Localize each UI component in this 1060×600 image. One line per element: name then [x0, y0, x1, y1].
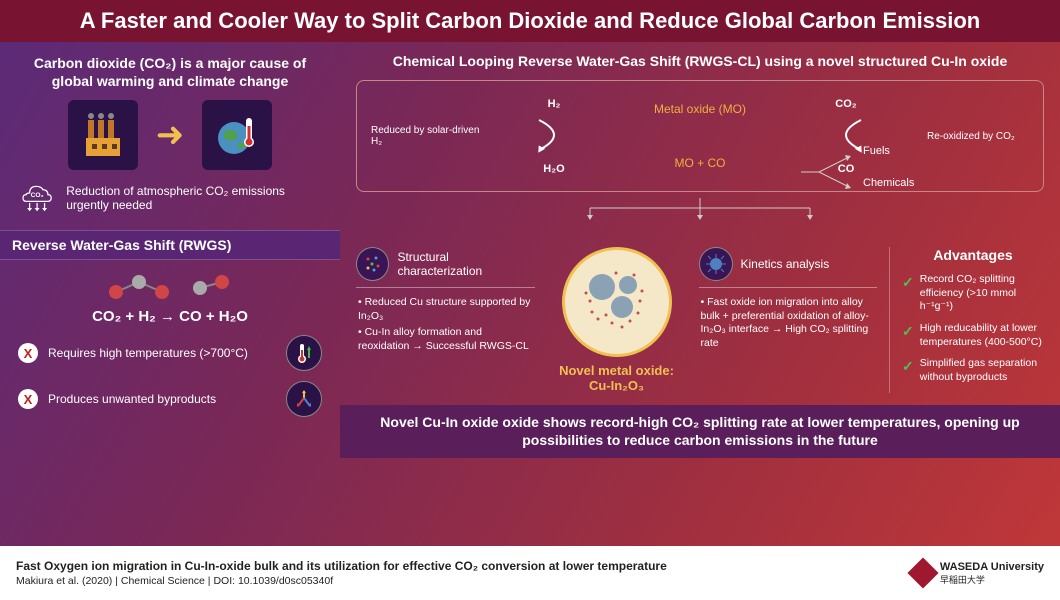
university-name: WASEDA University	[940, 561, 1044, 573]
footer-paper-title: Fast Oxygen ion migration in Cu-In-oxide…	[16, 559, 912, 573]
icon-row: ➜	[18, 100, 322, 170]
waseda-diamond-icon	[907, 557, 938, 588]
reduction-text: Reduction of atmospheric CO₂ emissions u…	[66, 184, 322, 212]
structural-icon	[356, 247, 389, 281]
oxide-circle-icon	[562, 247, 672, 357]
bottom-banner: Novel Cu-In oxide oxide shows record-hig…	[340, 405, 1060, 457]
byproduct-icon	[286, 381, 322, 417]
check-icon: ✓	[902, 357, 914, 384]
down-connector	[356, 198, 1044, 227]
main-content: Carbon dioxide (CO₂) is a major cause of…	[0, 42, 1060, 546]
chemicals-label: Chemicals	[863, 177, 914, 189]
molecule-diagram	[18, 270, 322, 300]
oxide-label-2: Cu-In₂O₃	[547, 378, 687, 393]
co2-reduction-line: CO₂ Reduction of atmospheric CO₂ emissio…	[18, 180, 322, 216]
kinetics-title: Kinetics analysis	[741, 257, 830, 271]
co-label: CO Fuels Chemicals	[773, 163, 919, 175]
x-icon: X	[18, 343, 38, 363]
left-column: Carbon dioxide (CO₂) is a major cause of…	[0, 42, 340, 546]
struct-bullet-2: Cu-In alloy formation and reoxidation → …	[358, 326, 535, 353]
fuels-label: Fuels	[863, 145, 890, 157]
check-icon: ✓	[902, 273, 914, 314]
adv-item-2: ✓High reducability at lower temperatures…	[902, 322, 1044, 349]
kinetics-column: Kinetics analysis Fast oxide ion migrati…	[699, 247, 878, 354]
co2-cloud-icon: CO₂	[18, 180, 56, 216]
arrow-icon: ➜	[156, 115, 185, 155]
rwgs-title: Reverse Water-Gas Shift (RWGS)	[0, 230, 340, 260]
mid-row: Structural characterization Reduced Cu s…	[356, 247, 1044, 393]
university-name-jp: 早稲田大学	[940, 573, 1044, 586]
rwgs-equation: CO₂ + H₂ → CO + H₂O	[18, 308, 322, 325]
h2o-label: H₂O	[481, 163, 627, 175]
co2-label: CO₂	[773, 98, 919, 110]
intro-heading: Carbon dioxide (CO₂) is a major cause of…	[18, 54, 322, 90]
main-title: A Faster and Cooler Way to Split Carbon …	[0, 0, 1060, 42]
advantages-column: Advantages ✓Record CO₂ splitting efficie…	[889, 247, 1044, 392]
drawback-1: X Requires high temperatures (>700°C)	[18, 335, 322, 371]
factory-icon	[68, 100, 138, 170]
adv-item-3: ✓Simplified gas separation without bypro…	[902, 357, 1044, 384]
h2-label: H₂	[481, 98, 627, 110]
check-icon: ✓	[902, 322, 914, 349]
structural-column: Structural characterization Reduced Cu s…	[356, 247, 535, 357]
svg-text:CO₂: CO₂	[31, 193, 44, 200]
footer-citation: Makiura et al. (2020) | Chemical Science…	[16, 575, 912, 587]
rwgs-cl-diagram: Reduced by solar-driven H₂ H₂ H₂O Metal …	[356, 80, 1044, 192]
loop-arrow-left	[529, 110, 579, 160]
center-oxide: Novel metal oxide: Cu-In₂O₃	[547, 247, 687, 393]
right-column: Chemical Looping Reverse Water-Gas Shift…	[340, 42, 1060, 546]
kin-bullet-1: Fast oxide ion migration into alloy bulk…	[701, 296, 878, 351]
split-arrow-icon	[801, 147, 871, 197]
globe-warming-icon	[202, 100, 272, 170]
reox-by-label: Re-oxidized by CO₂	[919, 131, 1029, 142]
structural-title: Structural characterization	[397, 250, 534, 278]
cl-heading: Chemical Looping Reverse Water-Gas Shift…	[356, 52, 1044, 70]
thermometer-icon	[286, 335, 322, 371]
adv-item-1: ✓Record CO₂ splitting efficiency (>10 mm…	[902, 273, 1044, 314]
advantages-title: Advantages	[902, 247, 1044, 263]
reduced-by-label: Reduced by solar-driven H₂	[371, 125, 481, 147]
x-icon: X	[18, 389, 38, 409]
mo-bot-label: MO + CO	[627, 156, 773, 170]
footer: Fast Oxygen ion migration in Cu-In-oxide…	[0, 546, 1060, 600]
waseda-logo: WASEDA University 早稲田大学	[912, 561, 1044, 586]
struct-bullet-1: Reduced Cu structure supported by In₂O₃	[358, 296, 535, 323]
mo-top-label: Metal oxide (MO)	[627, 102, 773, 116]
oxide-label-1: Novel metal oxide:	[547, 363, 687, 378]
drawback-2: X Produces unwanted byproducts	[18, 381, 322, 417]
kinetics-icon	[699, 247, 733, 281]
